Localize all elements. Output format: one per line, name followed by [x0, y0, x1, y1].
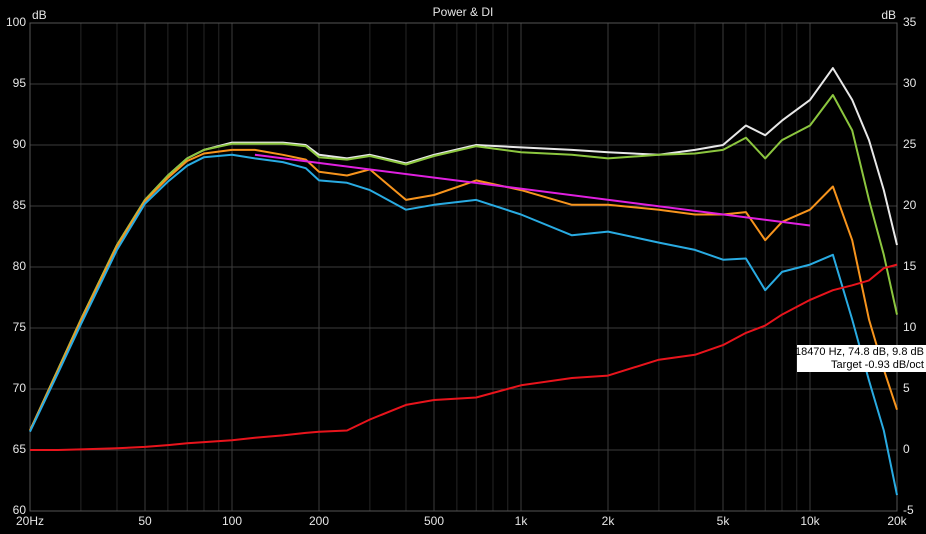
- series-line: [254, 153, 811, 227]
- x-tick-label: 2k: [602, 514, 616, 528]
- annotation-text: 18470 Hz, 74.8 dB, 9.8 dB: [795, 346, 924, 358]
- y-tick-label: 100: [6, 15, 26, 29]
- y2-tick-label: 25: [903, 137, 917, 151]
- y2-tick-label: 15: [903, 259, 917, 273]
- y-tick-label: 60: [13, 503, 27, 517]
- x-tick-label: 500: [424, 514, 444, 528]
- x-tick-label: 200: [309, 514, 329, 528]
- series-line: [29, 153, 898, 496]
- x-tick-label: 50: [138, 514, 152, 528]
- x-tick-label: 20Hz: [16, 514, 44, 528]
- y2-tick-label: 35: [903, 15, 917, 29]
- y-tick-label: 70: [13, 381, 27, 395]
- x-tick-label: 1k: [515, 514, 529, 528]
- y-tick-label: 85: [13, 198, 27, 212]
- y2-tick-label: 20: [903, 198, 917, 212]
- plot-frame: [29, 22, 898, 512]
- y2-tick-label: -5: [903, 503, 914, 517]
- y2-tick-label: 5: [903, 381, 910, 395]
- y-axis-label: dB: [32, 8, 47, 22]
- chart-title: Power & DI: [433, 5, 494, 19]
- y-tick-label: 90: [13, 137, 27, 151]
- x-tick-label: 10k: [800, 514, 820, 528]
- x-tick-label: 100: [222, 514, 242, 528]
- y2-tick-label: 0: [903, 442, 910, 456]
- series-line: [29, 148, 898, 431]
- y2-tick-label: 10: [903, 320, 917, 334]
- series-line: [30, 263, 898, 451]
- y-tick-label: 65: [13, 442, 27, 456]
- series-line: [29, 94, 898, 431]
- y2-tick-label: 30: [903, 76, 917, 90]
- y-tick-label: 75: [13, 320, 27, 334]
- x-tick-label: 20k: [887, 514, 907, 528]
- x-tick-label: 5k: [717, 514, 731, 528]
- y2-axis-label: dB: [881, 8, 896, 22]
- annotation-box: [797, 345, 926, 372]
- annotation-text: Target -0.93 dB/oct: [831, 359, 924, 371]
- y-tick-label: 95: [13, 76, 27, 90]
- y-tick-label: 80: [13, 259, 27, 273]
